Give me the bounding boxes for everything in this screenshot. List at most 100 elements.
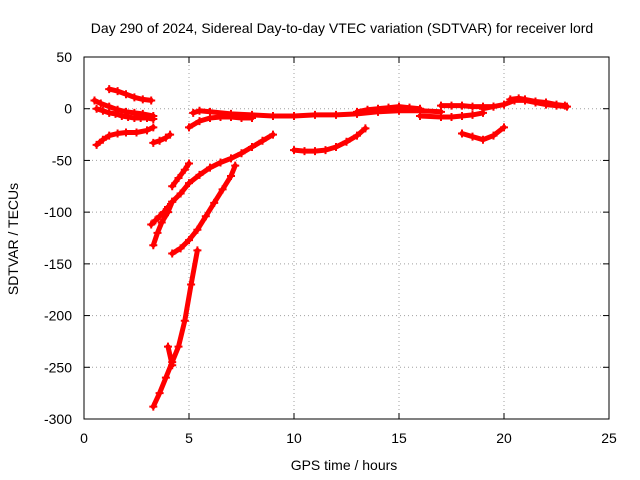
data-point-marker: [458, 129, 466, 138]
data-point-marker: [174, 174, 183, 183]
data-point-marker: [353, 107, 361, 116]
data-point-marker: [147, 220, 156, 229]
data-point-marker: [147, 96, 156, 105]
data-series: [90, 85, 571, 411]
data-point-marker: [132, 128, 141, 137]
data-point-marker: [521, 95, 529, 104]
data-point-marker: [416, 111, 424, 120]
data-point-marker: [122, 90, 130, 99]
data-point-marker: [195, 170, 204, 179]
plot-frame: [83, 56, 610, 420]
data-point-marker: [185, 179, 193, 188]
data-point-marker: [248, 142, 256, 151]
data-point-marker: [168, 249, 177, 258]
data-point-marker: [90, 96, 99, 105]
data-point-marker: [117, 111, 126, 120]
data-point-marker: [113, 129, 122, 138]
data-point-marker: [111, 109, 120, 118]
data-point-marker: [155, 389, 164, 398]
data-point-marker: [149, 241, 158, 250]
data-point-marker: [195, 117, 204, 126]
data-point-marker: [164, 342, 172, 351]
data-point-marker: [143, 114, 151, 123]
data-point-marker: [321, 146, 330, 155]
x-tick-label: 10: [286, 430, 302, 446]
data-point-marker: [447, 112, 456, 121]
grid-lines: [84, 57, 609, 419]
data-point-marker: [164, 208, 172, 217]
data-point-marker: [363, 105, 372, 114]
data-point-marker: [189, 108, 198, 117]
data-point-marker: [458, 111, 466, 120]
data-point-marker: [168, 182, 177, 191]
data-point-marker: [269, 130, 277, 139]
data-point-marker: [201, 212, 210, 221]
data-point-marker: [311, 147, 319, 156]
data-point-marker: [332, 110, 340, 119]
data-point-marker: [92, 104, 101, 113]
data-point-marker: [332, 142, 340, 151]
data-point-marker: [161, 133, 170, 142]
data-point-marker: [468, 102, 477, 111]
data-point-marker: [210, 198, 219, 207]
data-point-marker: [122, 128, 130, 137]
data-point-marker: [489, 102, 498, 111]
y-tick-label: -250: [44, 359, 72, 375]
data-point-marker: [395, 102, 403, 111]
y-tick-label: -200: [44, 308, 72, 324]
data-point-marker: [531, 97, 540, 106]
data-point-marker: [193, 225, 202, 234]
data-point-marker: [176, 244, 185, 253]
data-point-marker: [130, 93, 139, 102]
data-point-marker: [149, 402, 158, 411]
data-point-marker: [185, 159, 193, 168]
data-point-marker: [437, 101, 445, 110]
data-point-marker: [227, 109, 235, 118]
data-point-marker: [384, 103, 393, 112]
data-point-marker: [560, 101, 569, 110]
data-point-marker: [105, 108, 114, 117]
data-point-marker: [168, 197, 177, 206]
y-tick-label: 0: [64, 101, 72, 117]
data-point-marker: [185, 236, 193, 245]
data-point-marker: [185, 123, 193, 132]
data-point-marker: [96, 99, 105, 108]
data-point-marker: [361, 124, 370, 133]
data-point-marker: [489, 131, 498, 140]
data-point-marker: [479, 135, 487, 144]
data-point-marker: [237, 149, 246, 158]
data-point-marker: [552, 100, 561, 109]
data-point-marker: [92, 140, 101, 149]
data-point-marker: [353, 131, 361, 140]
data-point-marker: [458, 101, 466, 110]
data-point-marker: [174, 342, 183, 351]
data-point-marker: [180, 316, 189, 325]
series-track-4: [150, 132, 173, 146]
data-point-marker: [98, 135, 107, 144]
data-point-marker: [149, 123, 158, 132]
data-point-marker: [342, 137, 351, 146]
x-tick-label: 5: [185, 430, 193, 446]
data-point-marker: [113, 87, 122, 96]
x-tick-label: 25: [601, 430, 617, 446]
data-point-marker: [514, 94, 523, 103]
data-point-marker: [98, 106, 107, 115]
data-point-marker: [176, 189, 185, 198]
chart-title: Day 290 of 2024, Sidereal Day-to-day VTE…: [91, 20, 593, 36]
series-track-7: [169, 161, 192, 189]
data-point-marker: [105, 131, 114, 140]
data-point-marker: [300, 147, 309, 156]
y-tick-label: -300: [44, 411, 72, 427]
y-tick-label: -100: [44, 204, 72, 220]
data-point-marker: [155, 212, 164, 221]
data-point-marker: [500, 123, 508, 132]
axis-ticks: 0 5 10 15 20 25 50 0 -50 -100 -150 -200 -250 -300: [44, 49, 617, 446]
y-axis-label: SDTVAR / TECUs: [5, 183, 21, 295]
data-point-marker: [258, 136, 267, 145]
series-track-10: [150, 247, 200, 410]
data-point-marker: [153, 228, 162, 237]
data-point-marker: [468, 110, 477, 119]
data-point-marker: [248, 110, 256, 119]
x-tick-label: 0: [80, 430, 88, 446]
data-point-marker: [180, 165, 189, 174]
